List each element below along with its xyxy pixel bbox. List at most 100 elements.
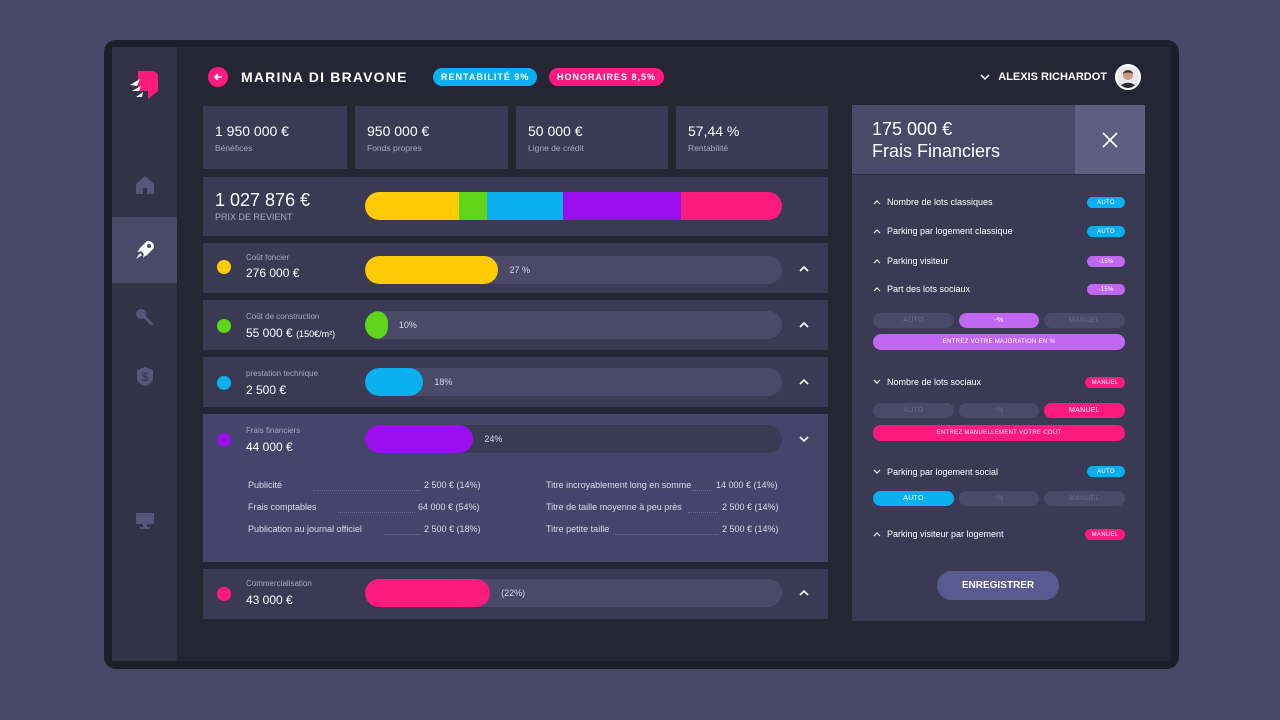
category-percent: (22%): [501, 588, 526, 598]
segment-percent[interactable]: -%: [959, 403, 1039, 418]
detail-value: 2 500 € (14%): [722, 502, 779, 512]
prix-de-revient-label: PRIX DE REVIENT: [215, 212, 293, 222]
category-bar: 18%: [365, 368, 782, 396]
chevron-down-icon: [873, 469, 881, 474]
option-label: Nombre de lots sociaux: [887, 377, 982, 387]
option-tag-auto: AUTO: [1087, 466, 1125, 477]
app-screen: $ MARINA DI BRAVONE RENTABILITÉ 9% HONOR…: [112, 47, 1171, 661]
stat-value: 1 950 000 €: [215, 123, 289, 139]
detail-leader: [692, 490, 712, 491]
detail-leader: [688, 512, 718, 513]
close-icon: [1102, 131, 1118, 148]
detail-label: Publicité: [248, 480, 283, 490]
option-nombre-lots-sociaux[interactable]: Nombre de lots sociaux: [873, 377, 981, 387]
cout-manuel-input[interactable]: ENTREZ MANUELLEMENT VOTRE COÛT: [873, 425, 1125, 441]
category-label: Coût de construction: [246, 312, 320, 321]
option-part-lots-sociaux[interactable]: Part des lots sociaux: [873, 284, 970, 294]
detail-value: 2 500 € (18%): [424, 524, 481, 534]
category-row-cout-construction[interactable]: Coût de construction 55 000 € (150€/m²) …: [203, 300, 828, 350]
category-value: 2 500 €: [246, 383, 287, 397]
save-button[interactable]: ENREGISTRER: [937, 571, 1059, 600]
segment-auto[interactable]: AUTO: [873, 403, 954, 418]
category-value: 276 000 €: [246, 266, 300, 280]
category-row-frais-financiers[interactable]: Frais financiers 44 000 € 24% Publicité …: [203, 414, 828, 562]
stat-label: Rentabilité: [688, 143, 729, 153]
honoraires-badge: HONORAIRES 8,5%: [549, 68, 665, 86]
segment-manuel[interactable]: MANUEL: [1044, 491, 1125, 506]
category-bar-fill: [365, 256, 499, 284]
option-tag-auto: AUTO: [1087, 226, 1125, 237]
majoration-input[interactable]: ENTREZ VOTRE MAJORATION EN %: [873, 334, 1125, 350]
panel-title: Frais Financiers: [872, 141, 1001, 161]
category-label: Commercialisation: [246, 579, 312, 588]
house-icon: [135, 176, 154, 194]
chevron-down-icon[interactable]: [797, 432, 811, 446]
category-row-prestation-technique[interactable]: prestation technique 2 500 € 18%: [203, 357, 828, 407]
segment-auto[interactable]: AUTO: [873, 491, 954, 506]
chevron-up-icon: [873, 287, 881, 292]
chevron-up-icon: [873, 229, 881, 234]
nav-item-finance[interactable]: $: [112, 343, 177, 409]
detail-value: 2 500 € (14%): [722, 524, 779, 534]
option-parking-logement-social[interactable]: Parking par logement social: [873, 467, 998, 477]
option-parking-visiteur-logement[interactable]: Parking visiteur par logement: [873, 529, 1004, 539]
chevron-up-icon: [873, 259, 881, 264]
category-bar: 10%: [365, 311, 782, 339]
chevron-down-icon: [873, 379, 881, 384]
option-tag-auto: AUTO: [1087, 197, 1125, 208]
option-tag-percent: -15%: [1087, 256, 1125, 267]
back-button[interactable]: [208, 67, 228, 87]
category-row-commercialisation[interactable]: Commercialisation 43 000 € (22%): [203, 569, 828, 619]
color-dot: [217, 587, 231, 601]
stat-card-rentabilite: 57,44 % Rentabilité: [676, 106, 828, 169]
stacked-segment-green: [458, 192, 487, 220]
close-button[interactable]: [1075, 105, 1145, 174]
stat-card-fonds-propres: 950 000 € Fonds propres: [355, 106, 508, 169]
option-label: Parking visiteur: [887, 256, 949, 266]
segment-auto[interactable]: AUTO: [873, 313, 954, 328]
chevron-up-icon[interactable]: [797, 586, 811, 600]
category-percent: 24%: [484, 434, 503, 444]
category-percent: 18%: [434, 377, 453, 387]
option-nombre-lots-classiques[interactable]: Nombre de lots classiques: [873, 197, 993, 207]
prix-de-revient-card: 1 027 876 € PRIX DE REVIENT: [203, 177, 828, 236]
category-value-unit-price: (150€/m²): [296, 329, 336, 339]
chevron-up-icon[interactable]: [797, 262, 811, 276]
category-percent: 27 %: [509, 265, 530, 275]
category-bar-fill: [365, 368, 424, 396]
app-logo: [130, 71, 158, 99]
sidebar: $: [112, 47, 177, 661]
detail-value: 2 500 € (14%): [424, 480, 481, 490]
segment-percent[interactable]: -%: [959, 313, 1039, 328]
stat-label: Ligne de crédit: [528, 143, 584, 153]
rocket-icon: [135, 241, 154, 259]
segment-percent[interactable]: -%: [959, 491, 1039, 506]
user-menu[interactable]: ALEXIS RICHARDOT: [980, 64, 1141, 90]
arrow-left-icon: [213, 73, 222, 81]
nav-item-rocket[interactable]: [112, 217, 177, 283]
nav-item-keys[interactable]: [112, 285, 177, 351]
category-row-cout-foncier[interactable]: Coût foncier 276 000 € 27 %: [203, 243, 828, 293]
chevron-up-icon[interactable]: [797, 375, 811, 389]
color-dot: [217, 433, 231, 447]
category-value: 43 000 €: [246, 593, 293, 607]
option-label: Nombre de lots classiques: [887, 197, 993, 207]
panel-amount: 175 000 €: [872, 119, 953, 139]
option-parking-visiteur[interactable]: Parking visiteur: [873, 256, 949, 266]
chevron-up-icon[interactable]: [797, 318, 811, 332]
avatar: [1115, 64, 1141, 90]
stacked-segment-yellow: [365, 192, 459, 220]
option-tag-manuel: MANUEL: [1085, 529, 1125, 540]
detail-value: 14 000 € (14%): [716, 480, 778, 490]
nav-item-monitor[interactable]: [112, 487, 177, 553]
nav-item-home[interactable]: [112, 152, 177, 218]
svg-text:$: $: [141, 370, 148, 384]
option-parking-logement-classique[interactable]: Parking par logement classique: [873, 226, 1013, 236]
detail-leader: [338, 512, 415, 513]
stat-value: 57,44 %: [688, 123, 740, 139]
detail-leader: [313, 490, 421, 491]
segment-manuel[interactable]: MANUEL: [1044, 313, 1125, 328]
frais-financiers-panel: 175 000 € Frais Financiers Nombre de lot…: [852, 105, 1145, 621]
color-dot: [217, 319, 231, 333]
segment-manuel[interactable]: MANUEL: [1044, 403, 1125, 418]
